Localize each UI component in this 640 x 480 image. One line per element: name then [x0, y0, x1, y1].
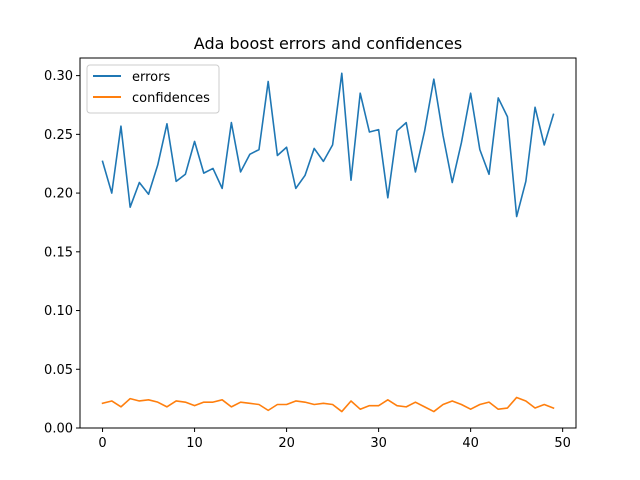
legend-label-confidences: confidences [132, 91, 210, 106]
plot-lines [101, 72, 555, 413]
y-tick-label: 0.30 [44, 69, 73, 84]
y-tick-label: 0.20 [44, 187, 73, 202]
y-tick-label: 0.05 [44, 363, 73, 378]
legend-label-errors: errors [132, 70, 170, 85]
x-tick-label: 50 [554, 436, 571, 451]
y-tick-label: 0.25 [44, 128, 73, 143]
series-line-errors [101, 72, 555, 218]
x-tick-label: 20 [278, 436, 295, 451]
legend: errors confidences [86, 64, 220, 114]
plot-frame [79, 57, 577, 429]
x-axis: 0 10 20 30 40 50 [98, 428, 571, 451]
y-tick-label: 0.10 [44, 304, 73, 319]
series-line-confidences [101, 396, 555, 413]
y-tick-label: 0.15 [44, 245, 73, 260]
y-axis: 0.00 0.05 0.10 0.15 0.20 0.25 0.30 [44, 69, 80, 437]
chart-title: Ada boost errors and confidences [194, 34, 462, 53]
x-tick-label: 30 [370, 436, 387, 451]
y-tick-label: 0.00 [44, 422, 73, 437]
x-tick-label: 40 [462, 436, 479, 451]
x-tick-label: 0 [98, 436, 106, 451]
x-tick-label: 10 [186, 436, 203, 451]
